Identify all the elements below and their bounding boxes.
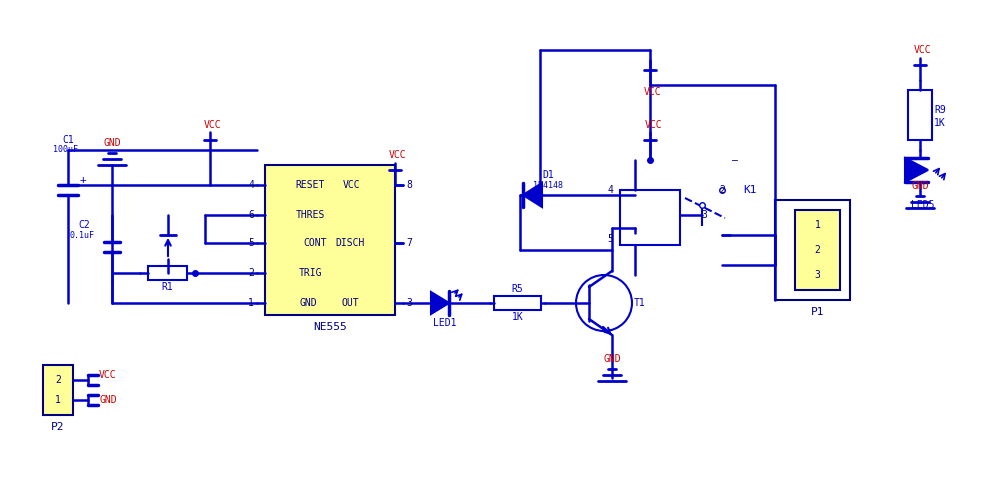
Text: T1: T1 xyxy=(634,298,646,308)
Bar xyxy=(265,165,395,315)
Text: R5: R5 xyxy=(512,284,523,294)
Text: 1: 1 xyxy=(55,395,61,405)
Text: GND: GND xyxy=(911,181,929,191)
Text: 2: 2 xyxy=(55,375,61,385)
Text: GND: GND xyxy=(603,354,621,364)
Text: 2: 2 xyxy=(815,245,820,255)
Text: 0.1uF: 0.1uF xyxy=(70,230,94,239)
Text: VCC: VCC xyxy=(914,45,932,55)
Text: 5: 5 xyxy=(607,234,613,244)
Text: +: + xyxy=(80,175,86,185)
Text: –: – xyxy=(732,155,738,165)
Bar xyxy=(775,200,850,300)
Text: D1: D1 xyxy=(542,170,554,180)
Bar xyxy=(494,296,541,310)
Bar xyxy=(620,190,680,245)
Text: GND: GND xyxy=(99,395,117,405)
Text: TRIG: TRIG xyxy=(298,268,322,278)
Text: DISCH: DISCH xyxy=(335,238,365,248)
Text: GND: GND xyxy=(103,138,121,148)
Text: THRES: THRES xyxy=(295,210,325,220)
Text: GND: GND xyxy=(299,298,317,308)
Text: 100uF: 100uF xyxy=(52,146,78,154)
Text: C2: C2 xyxy=(78,220,90,230)
Text: R9: R9 xyxy=(934,105,946,115)
Text: 3: 3 xyxy=(815,270,820,280)
Text: 2: 2 xyxy=(248,268,254,278)
Text: VCC: VCC xyxy=(389,150,407,160)
Text: 3: 3 xyxy=(406,298,412,308)
Circle shape xyxy=(576,275,632,331)
Polygon shape xyxy=(431,292,449,314)
Text: 7: 7 xyxy=(406,238,412,248)
Bar xyxy=(908,90,932,140)
Text: 4: 4 xyxy=(248,180,254,190)
Text: 1N4148: 1N4148 xyxy=(533,180,563,190)
Text: 1: 1 xyxy=(248,298,254,308)
Text: VCC: VCC xyxy=(99,370,117,380)
Text: 1K: 1K xyxy=(512,312,523,322)
Text: RESET: RESET xyxy=(295,180,325,190)
Text: K1: K1 xyxy=(743,185,757,195)
Text: VCC: VCC xyxy=(343,180,361,190)
Text: 1K: 1K xyxy=(934,118,946,128)
Text: 1: 1 xyxy=(815,220,820,230)
Text: VCC: VCC xyxy=(204,120,222,130)
Text: R1: R1 xyxy=(162,282,173,292)
Text: 8: 8 xyxy=(406,180,412,190)
Bar xyxy=(795,210,840,290)
Text: NE555: NE555 xyxy=(313,322,347,332)
Text: C1: C1 xyxy=(62,135,74,145)
Text: 6: 6 xyxy=(248,210,254,220)
Text: 2: 2 xyxy=(719,185,725,195)
Text: 4: 4 xyxy=(607,185,613,195)
Text: LED1: LED1 xyxy=(433,318,457,328)
Polygon shape xyxy=(523,183,542,207)
Text: CONT: CONT xyxy=(303,238,327,248)
Polygon shape xyxy=(905,158,928,182)
Text: P2: P2 xyxy=(51,422,65,432)
Text: OUT: OUT xyxy=(341,298,359,308)
Bar xyxy=(43,365,73,415)
Bar xyxy=(148,266,187,280)
Text: VCC: VCC xyxy=(644,87,662,97)
Text: P1: P1 xyxy=(811,307,824,317)
Text: 3: 3 xyxy=(701,210,707,220)
Text: VCC: VCC xyxy=(645,120,663,130)
Text: LED5: LED5 xyxy=(911,200,935,210)
Text: 5: 5 xyxy=(248,238,254,248)
